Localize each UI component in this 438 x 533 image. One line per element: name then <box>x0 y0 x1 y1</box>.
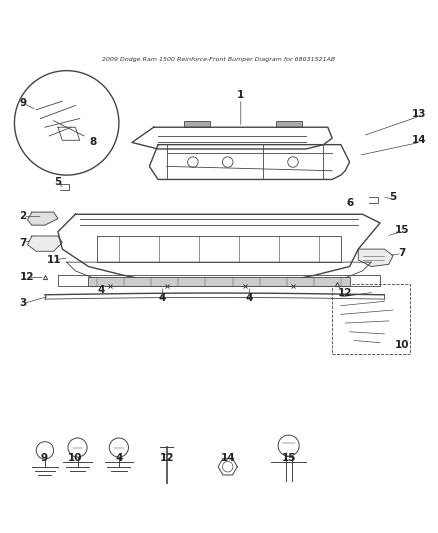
Text: 4: 4 <box>159 293 166 303</box>
Text: 12: 12 <box>20 272 35 282</box>
Text: 4: 4 <box>115 453 123 463</box>
Text: 15: 15 <box>395 224 409 235</box>
Text: 7: 7 <box>19 238 27 247</box>
Text: 9: 9 <box>40 453 48 463</box>
Text: 6: 6 <box>346 198 353 208</box>
Text: 2: 2 <box>20 212 27 221</box>
Bar <box>88 277 350 286</box>
Text: 7: 7 <box>398 248 406 259</box>
Polygon shape <box>28 236 62 251</box>
Bar <box>184 120 210 127</box>
Text: 12: 12 <box>159 453 174 463</box>
Text: 13: 13 <box>412 109 427 119</box>
Bar <box>332 284 410 353</box>
Polygon shape <box>358 249 393 266</box>
Text: 1: 1 <box>237 90 244 100</box>
Text: 10: 10 <box>68 453 83 463</box>
Text: 14: 14 <box>412 135 427 146</box>
Text: 9: 9 <box>20 98 27 108</box>
Text: 12: 12 <box>338 288 353 297</box>
Bar <box>276 120 302 127</box>
Polygon shape <box>28 212 58 225</box>
Text: 3: 3 <box>20 298 27 309</box>
Text: 4: 4 <box>246 293 253 303</box>
Text: 15: 15 <box>281 453 296 463</box>
Text: 10: 10 <box>395 340 409 350</box>
Text: 11: 11 <box>46 255 61 265</box>
Text: 2009 Dodge Ram 1500 Reinforce-Front Bumper Diagram for 68031521AB: 2009 Dodge Ram 1500 Reinforce-Front Bump… <box>102 57 336 62</box>
Text: 14: 14 <box>220 453 235 463</box>
Text: 5: 5 <box>54 176 62 187</box>
Text: 5: 5 <box>389 192 397 202</box>
Text: 8: 8 <box>89 138 96 148</box>
Text: 4: 4 <box>98 286 105 295</box>
